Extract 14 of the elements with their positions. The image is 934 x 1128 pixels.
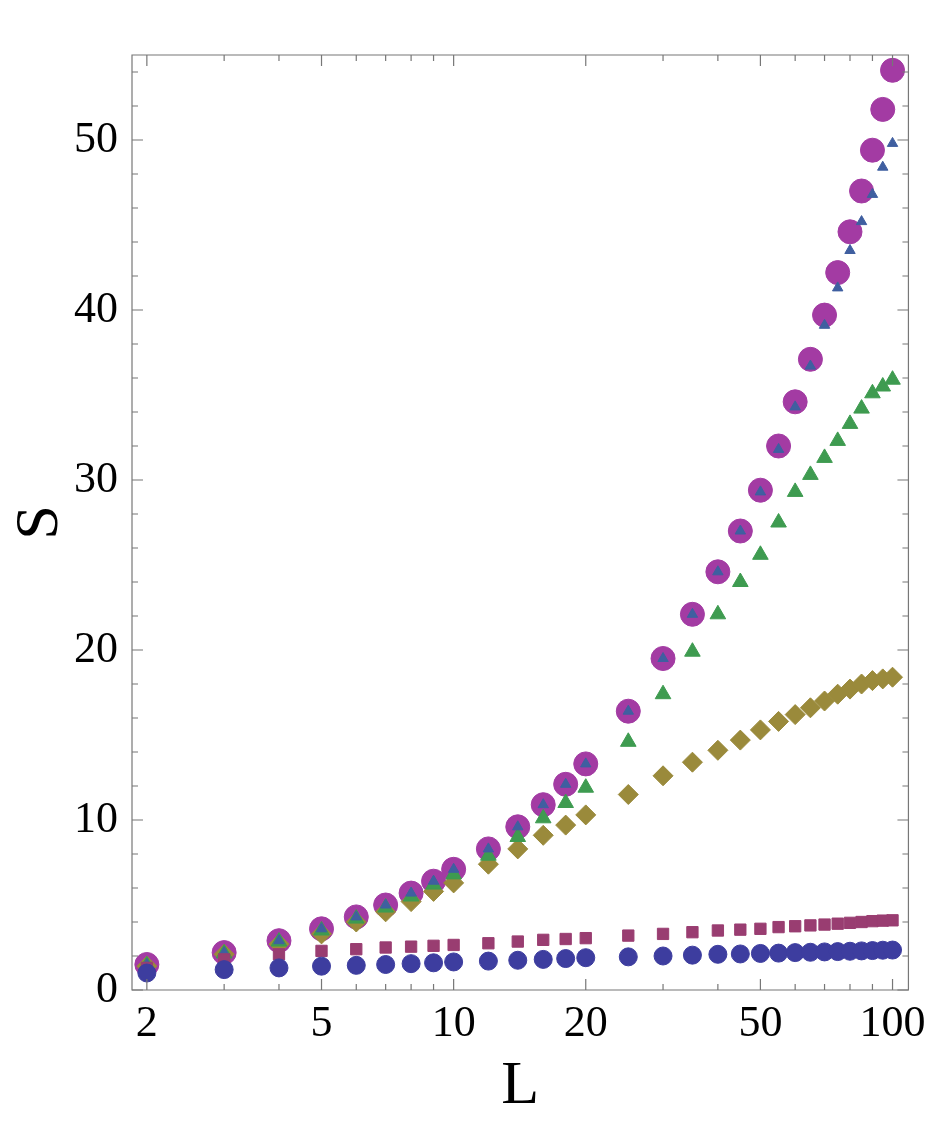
x-tick-label: 5 <box>310 996 333 1046</box>
x-axis-title: L <box>501 1048 540 1117</box>
x-tick-label: 100 <box>859 996 926 1046</box>
y-tick-label: 50 <box>74 112 118 162</box>
x-tick-label: 2 <box>135 996 158 1046</box>
x-tick-label: 10 <box>431 996 476 1046</box>
x-tick-label: 20 <box>563 996 608 1046</box>
y-tick-label: 40 <box>74 282 118 332</box>
y-axis-title: S <box>2 505 71 540</box>
y-tick-label: 30 <box>74 452 118 502</box>
x-tick-label: 50 <box>738 996 783 1046</box>
y-tick-label: 10 <box>74 792 118 842</box>
y-tick-label: 0 <box>96 962 118 1012</box>
y-tick-label: 20 <box>74 622 118 672</box>
